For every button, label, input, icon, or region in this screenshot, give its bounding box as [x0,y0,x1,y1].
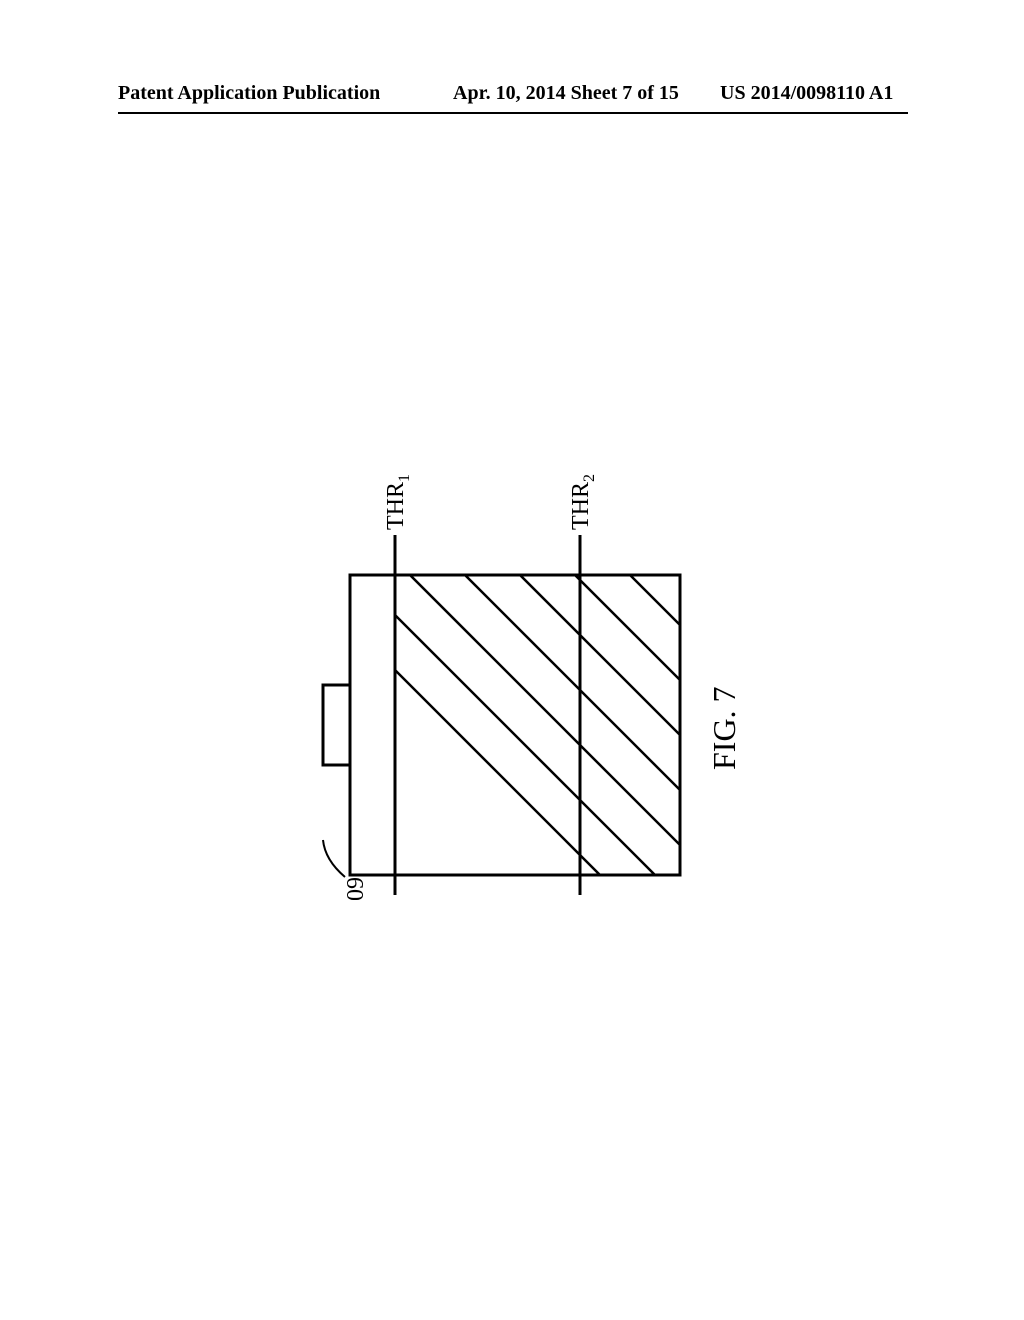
ref-109-leader [323,840,345,877]
figure-rotated-group: 109 THR1 THR2 FIG. 7 [323,470,742,900]
header-right: US 2014/0098110 A1 [720,82,893,105]
figure-caption: FIG. 7 [706,686,742,770]
page-header: Patent Application Publication Apr. 10, … [0,82,1024,122]
thr1-sub: 1 [396,474,413,482]
header-left: Patent Application Publication [118,82,380,105]
header-rule [118,112,908,114]
figure-7: 109 THR1 THR2 FIG. 7 [260,470,760,900]
header-center: Apr. 10, 2014 Sheet 7 of 15 [453,82,679,105]
figure-svg: 109 THR1 THR2 FIG. 7 [260,470,760,900]
thr1-text: THR [383,482,409,530]
thr2-label: THR2 [568,474,598,530]
figure-inner: 109 THR1 THR2 FIG. 7 [323,470,742,900]
ref-109-label: 109 [343,877,369,900]
thr2-sub: 2 [581,474,598,482]
thr2-text: THR [568,482,594,530]
battery-terminal [323,685,350,765]
thr1-label: THR1 [383,474,413,530]
page: Patent Application Publication Apr. 10, … [0,0,1024,1320]
